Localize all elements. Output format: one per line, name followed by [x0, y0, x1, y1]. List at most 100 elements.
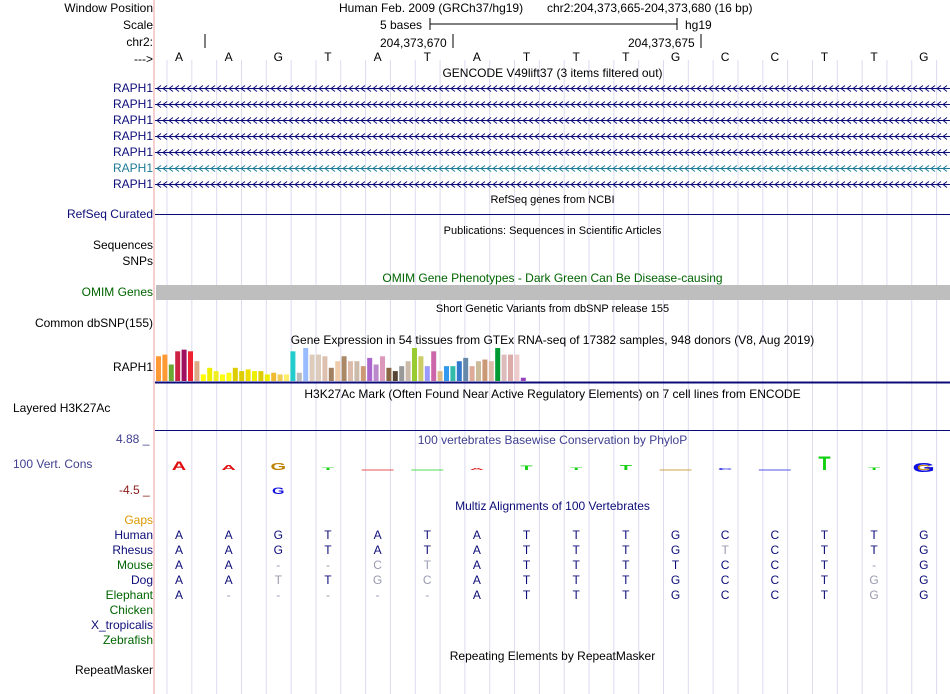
gtex-bar	[373, 364, 379, 381]
strand-arrows	[156, 101, 948, 108]
strand-arrows	[156, 149, 948, 156]
sequence-base: A	[373, 50, 382, 64]
alignment-base: T	[522, 528, 531, 542]
phylop-letter: T	[818, 453, 830, 475]
sequence-base: T	[870, 50, 878, 64]
coord-1: 204,373,670	[380, 36, 447, 50]
alignment-base: T	[820, 573, 829, 587]
alignment-base: T	[820, 543, 829, 557]
alignment-base: G	[273, 528, 283, 542]
sequence-base: C	[770, 50, 780, 64]
species-label[interactable]: Mouse	[116, 558, 153, 572]
gtex-bar	[213, 371, 219, 381]
sequence-base: T	[572, 50, 580, 64]
alignment-base: G	[919, 558, 929, 572]
phylop-label[interactable]: 100 Vert. Cons	[13, 457, 93, 471]
alignment-base: T	[324, 528, 332, 542]
phylop-letter: C	[718, 468, 732, 471]
alignment-base: T	[622, 558, 630, 572]
sequence-base: T	[622, 50, 630, 64]
gaps-label[interactable]: Gaps	[124, 513, 153, 527]
repeatmasker-label[interactable]: RepeatMasker	[74, 663, 153, 677]
alignment-base: T	[820, 528, 829, 542]
dbsnp-title[interactable]: Short Genetic Variants from dbSNP releas…	[435, 303, 670, 315]
alignment-base: G	[273, 543, 283, 557]
strand-arrows	[156, 181, 948, 188]
snps-label[interactable]: SNPs	[122, 254, 153, 268]
alignment-base: -	[276, 588, 281, 602]
assembly-text: Human Feb. 2009 (GRCh37/hg19)	[339, 1, 524, 15]
phylop-mark: T	[520, 465, 532, 472]
gencode-item-label[interactable]: RAPH1	[112, 97, 153, 111]
sequences-label[interactable]: Sequences	[92, 238, 153, 252]
gtex-bar	[168, 364, 174, 381]
species-label[interactable]: Rhesus	[112, 543, 153, 557]
alignment-base: G	[670, 528, 681, 542]
alignment-base: T	[622, 573, 630, 587]
gtex-bar	[335, 361, 341, 381]
refseq-title[interactable]: RefSeq genes from NCBI	[490, 194, 615, 206]
species-label[interactable]: Dog	[130, 573, 153, 587]
gtex-bar	[482, 359, 488, 381]
multiz-title[interactable]: Multiz Alignments of 100 Vertebrates	[455, 499, 650, 513]
publications-title[interactable]: Publications: Sequences in Scientific Ar…	[443, 225, 662, 237]
repeatmasker-title[interactable]: Repeating Elements by RepeatMasker	[449, 649, 656, 663]
alignment-base: G	[919, 543, 929, 557]
alignment-base: G	[919, 588, 929, 602]
phylop-mark: G	[271, 462, 287, 473]
gencode-item-label[interactable]: RAPH1	[112, 161, 153, 175]
gtex-bar	[290, 351, 296, 381]
dbsnp-label[interactable]: Common dbSNP(155)	[34, 316, 153, 330]
gencode-item-label[interactable]: RAPH1	[112, 81, 153, 95]
species-label[interactable]: Chicken	[109, 603, 153, 617]
omim-bar	[156, 285, 950, 300]
species-label[interactable]: X_tropicalis	[90, 618, 153, 632]
alignment-base: T	[572, 543, 580, 557]
gtex-title[interactable]: Gene Expression in 54 tissues from GTEx …	[290, 333, 815, 347]
alignment-base: T	[820, 558, 829, 572]
phylop-letter: T	[620, 463, 633, 472]
scale-text: 5 bases	[380, 18, 423, 32]
gtex-bar	[463, 357, 469, 381]
alignment-base: T	[820, 588, 829, 602]
gtex-bar	[258, 371, 264, 381]
phylop-title[interactable]: 100 vertebrates Basewise Conservation by…	[417, 433, 688, 447]
h3k27ac-title[interactable]: H3K27Ac Mark (Often Found Near Active Re…	[304, 387, 801, 401]
alignment-base: T	[324, 573, 332, 587]
species-label[interactable]: Human	[114, 528, 153, 542]
species-label[interactable]: Elephant	[105, 588, 153, 602]
alignment-base: G	[670, 573, 681, 587]
sequence-base: A	[472, 50, 481, 64]
gencode-item-label[interactable]: RAPH1	[112, 113, 153, 127]
gtex-bar	[252, 371, 257, 381]
gencode-title[interactable]: GENCODE V49lift37 (3 items filtered out)	[442, 66, 663, 80]
alignment-base: G	[372, 573, 383, 587]
gtex-bar	[399, 366, 405, 381]
gtex-bar	[424, 366, 430, 381]
gtex-bar	[239, 371, 245, 381]
position-text[interactable]: chr2:204,373,665-204,373,680 (16 bp)	[547, 1, 753, 15]
alignment-base: A	[472, 543, 481, 557]
gtex-bar	[444, 366, 449, 381]
species-label[interactable]: Zebrafish	[102, 633, 153, 647]
gtex-bar	[277, 374, 283, 381]
gtex-bar	[303, 348, 309, 381]
alignment-base: -	[325, 588, 330, 602]
gtex-bar	[245, 369, 251, 381]
phylop-letter: A	[221, 463, 236, 472]
omim-label[interactable]: OMIM Genes	[81, 285, 153, 299]
phylop-letter: G	[916, 463, 932, 472]
phylop-letter: T	[868, 467, 880, 471]
gtex-label[interactable]: RAPH1	[112, 360, 153, 374]
gencode-item-label[interactable]: RAPH1	[112, 129, 153, 143]
omim-title[interactable]: OMIM Gene Phenotypes - Dark Green Can Be…	[382, 271, 723, 285]
gencode-transcript	[155, 133, 950, 140]
gtex-bar	[328, 367, 334, 381]
gencode-item-label[interactable]: RAPH1	[112, 145, 153, 159]
window-position-label: Window Position	[64, 1, 153, 15]
sequence-base: A	[224, 50, 233, 64]
alignment-base: A	[174, 588, 183, 602]
gencode-item-label[interactable]: RAPH1	[112, 177, 153, 191]
refseq-label[interactable]: RefSeq Curated	[66, 207, 153, 221]
h3k27ac-label[interactable]: Layered H3K27Ac	[13, 401, 111, 415]
